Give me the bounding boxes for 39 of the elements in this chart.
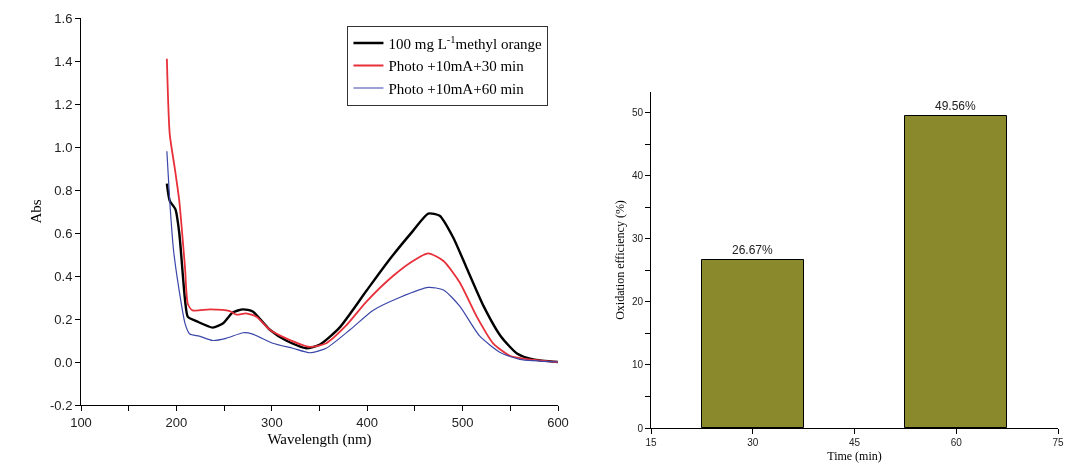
legend-label: 100 mg L$^{-1}$methyl orange	[388, 33, 543, 52]
y-tick-label: 1.4	[54, 53, 73, 69]
x-tick-label: 400	[356, 414, 379, 430]
data-label: 26.67%	[731, 242, 774, 257]
y-tick-label: 0.8	[54, 182, 73, 198]
y-tick-label: 20	[631, 296, 644, 308]
x-tick-label: 100	[70, 414, 92, 430]
y-axis-title: Abs	[28, 199, 45, 224]
line-series	[165, 182, 558, 364]
y-axis-title: Oxidation efficiency (%)	[613, 200, 628, 320]
y-tick-label: 1.6	[54, 10, 73, 26]
line-series	[165, 57, 558, 363]
x-tick-label: 300	[260, 414, 283, 430]
x-tick-label: 60	[950, 437, 963, 448]
y-tick-label: 0.2	[54, 311, 73, 327]
y-tick-label: 0.0	[54, 354, 73, 370]
x-tick-label: 30	[747, 437, 759, 448]
y-tick-label: 0.6	[54, 225, 73, 241]
y-tick-label: 1.2	[54, 96, 73, 112]
x-tick-label: 500	[451, 414, 474, 430]
y-tick-label: 30	[631, 233, 644, 245]
x-tick-label: 75	[1052, 437, 1064, 448]
y-tick-label: 1.0	[54, 139, 73, 155]
y-tick-label: -0.2	[49, 397, 73, 413]
y-tick-label: 40	[631, 170, 644, 182]
legend-label: Photo +10mA+30 min	[388, 58, 525, 75]
y-tick-label: 0	[637, 422, 644, 434]
x-tick-label: 600	[547, 414, 569, 430]
x-tick-label: 15	[645, 437, 657, 448]
y-tick-label: 50	[631, 107, 644, 119]
x-axis-title: Wavelength (nm)	[267, 430, 372, 448]
y-tick-label: 0.4	[54, 268, 73, 284]
data-label: 49.56%	[934, 98, 977, 113]
legend-label: Photo +10mA+60 min	[388, 80, 525, 97]
line-series	[166, 150, 558, 363]
x-axis-title: Time (min)	[827, 448, 882, 463]
x-tick-label: 45	[848, 437, 861, 448]
y-tick-label: 10	[631, 359, 644, 371]
x-tick-label: 200	[165, 414, 188, 430]
